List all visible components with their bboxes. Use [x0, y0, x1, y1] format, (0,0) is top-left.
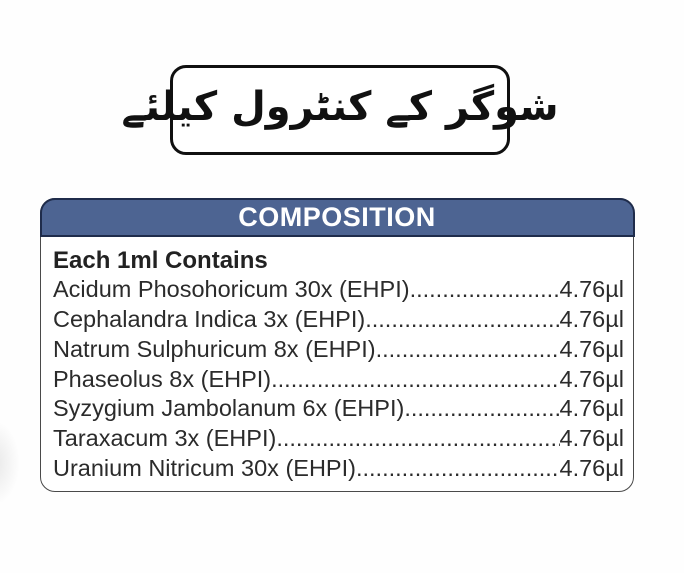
composition-body: Each 1ml Contains Acidum Phosohoricum 30…: [41, 237, 633, 490]
composition-title: COMPOSITION: [238, 201, 436, 232]
ingredient-name: Uranium Nitricum 30x (EHPI): [53, 455, 356, 482]
ingredient-name: Acidum Phosohoricum 30x (EHPI): [53, 276, 410, 303]
ingredient-row: Phaseolus 8x (EHPI) 4.76µl: [53, 365, 624, 395]
dot-leader: [404, 394, 559, 424]
ingredient-row: Syzygium Jambolanum 6x (EHPI) 4.76µl: [53, 394, 624, 424]
ingredient-name: Taraxacum 3x (EHPI): [53, 425, 277, 452]
ingredient-row: Taraxacum 3x (EHPI) 4.76µl: [53, 424, 624, 454]
ingredient-amount: 4.76µl: [559, 365, 625, 392]
ingredient-row: Cephalandra Indica 3x (EHPI) 4.76µl: [53, 305, 624, 335]
composition-header: COMPOSITION: [39, 197, 635, 237]
ingredient-amount: 4.76µl: [559, 276, 625, 303]
ingredient-name: Cephalandra Indica 3x (EHPI): [53, 306, 366, 333]
urdu-banner-text: شوگر کے کنٹرول کیلئے: [121, 84, 559, 130]
ingredient-name: Phaseolus 8x (EHPI): [53, 365, 272, 392]
dot-leader: [410, 275, 560, 305]
ingredient-amount: 4.76µl: [559, 455, 625, 482]
dot-leader: [276, 424, 559, 454]
ingredient-amount: 4.76µl: [559, 306, 625, 333]
ingredient-row: Natrum Sulphuricum 8x (EHPI) 4.76µl: [53, 335, 624, 365]
ingredient-amount: 4.76µl: [559, 335, 625, 362]
dot-leader: [376, 335, 560, 365]
ingredient-name: Syzygium Jambolanum 6x (EHPI): [53, 395, 405, 422]
ingredient-name: Natrum Sulphuricum 8x (EHPI): [53, 335, 376, 362]
ingredient-row: Acidum Phosohoricum 30x (EHPI) 4.76µl: [53, 275, 624, 305]
contains-subtitle: Each 1ml Contains: [53, 246, 268, 274]
print-artifact-smudge: [0, 420, 20, 506]
composition-box: COMPOSITION Each 1ml Contains Acidum Pho…: [39, 197, 635, 492]
urdu-banner-box: شوگر کے کنٹرول کیلئے: [121, 65, 559, 155]
ingredient-amount: 4.76µl: [559, 395, 625, 422]
dot-leader: [365, 305, 559, 335]
dot-leader: [271, 365, 559, 395]
dot-leader: [356, 454, 560, 484]
ingredient-amount: 4.76µl: [559, 425, 625, 452]
ingredient-row: Uranium Nitricum 30x (EHPI) 4.76µl: [53, 454, 624, 484]
